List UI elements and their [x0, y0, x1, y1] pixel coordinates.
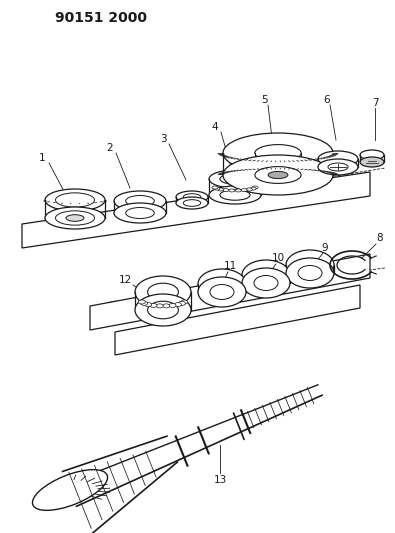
- Ellipse shape: [56, 193, 94, 207]
- Ellipse shape: [150, 303, 157, 308]
- Ellipse shape: [360, 150, 384, 160]
- Text: 7: 7: [372, 98, 378, 108]
- Text: 11: 11: [224, 261, 237, 271]
- Text: 5: 5: [261, 95, 268, 105]
- Ellipse shape: [241, 189, 247, 192]
- Polygon shape: [115, 285, 360, 355]
- Ellipse shape: [328, 163, 348, 171]
- Ellipse shape: [163, 304, 170, 308]
- Ellipse shape: [32, 470, 107, 511]
- Ellipse shape: [242, 268, 290, 298]
- Ellipse shape: [268, 172, 288, 179]
- Ellipse shape: [169, 303, 176, 308]
- Ellipse shape: [254, 276, 278, 290]
- Ellipse shape: [148, 301, 179, 319]
- Ellipse shape: [183, 193, 201, 200]
- Ellipse shape: [235, 189, 241, 192]
- Ellipse shape: [126, 196, 154, 206]
- Ellipse shape: [45, 207, 105, 229]
- Ellipse shape: [114, 203, 166, 223]
- Text: 9: 9: [322, 243, 328, 253]
- Text: 4: 4: [212, 122, 218, 132]
- Ellipse shape: [250, 187, 256, 190]
- Ellipse shape: [318, 159, 358, 175]
- Ellipse shape: [145, 303, 152, 306]
- Text: 12: 12: [118, 275, 132, 285]
- Ellipse shape: [223, 155, 333, 195]
- Ellipse shape: [220, 190, 250, 200]
- Ellipse shape: [255, 144, 301, 161]
- Text: 90151 2000: 90151 2000: [55, 11, 147, 25]
- Ellipse shape: [135, 276, 191, 308]
- Ellipse shape: [181, 300, 188, 304]
- Text: 2: 2: [107, 143, 113, 153]
- Text: 13: 13: [213, 475, 227, 485]
- Ellipse shape: [252, 186, 258, 189]
- Ellipse shape: [220, 174, 250, 184]
- Ellipse shape: [242, 260, 290, 290]
- Ellipse shape: [209, 186, 261, 204]
- Text: 8: 8: [377, 233, 383, 243]
- Ellipse shape: [174, 303, 181, 306]
- Ellipse shape: [223, 189, 229, 192]
- Polygon shape: [22, 172, 370, 248]
- Ellipse shape: [218, 188, 224, 191]
- Ellipse shape: [135, 294, 191, 326]
- Ellipse shape: [298, 265, 322, 280]
- Ellipse shape: [183, 200, 201, 206]
- Ellipse shape: [255, 167, 301, 183]
- Ellipse shape: [45, 189, 105, 211]
- Ellipse shape: [141, 301, 148, 305]
- Ellipse shape: [360, 157, 384, 167]
- Ellipse shape: [198, 269, 246, 299]
- Ellipse shape: [214, 187, 220, 190]
- Ellipse shape: [56, 211, 94, 225]
- Ellipse shape: [212, 186, 218, 189]
- Ellipse shape: [176, 197, 208, 209]
- Ellipse shape: [286, 258, 334, 288]
- Text: 6: 6: [324, 95, 330, 105]
- Ellipse shape: [318, 151, 358, 167]
- Ellipse shape: [148, 283, 179, 301]
- Ellipse shape: [156, 304, 163, 308]
- Ellipse shape: [66, 215, 84, 221]
- Ellipse shape: [176, 191, 208, 203]
- Ellipse shape: [209, 170, 261, 188]
- Text: 1: 1: [39, 153, 45, 163]
- Ellipse shape: [246, 188, 252, 191]
- Ellipse shape: [286, 250, 334, 280]
- Ellipse shape: [223, 133, 333, 173]
- Ellipse shape: [229, 189, 235, 192]
- Ellipse shape: [210, 285, 234, 300]
- Ellipse shape: [138, 300, 145, 304]
- Ellipse shape: [126, 207, 154, 219]
- Ellipse shape: [198, 277, 246, 307]
- Ellipse shape: [179, 301, 185, 305]
- Ellipse shape: [114, 191, 166, 211]
- Text: 10: 10: [271, 253, 284, 263]
- Text: 3: 3: [160, 134, 166, 144]
- Polygon shape: [90, 254, 370, 330]
